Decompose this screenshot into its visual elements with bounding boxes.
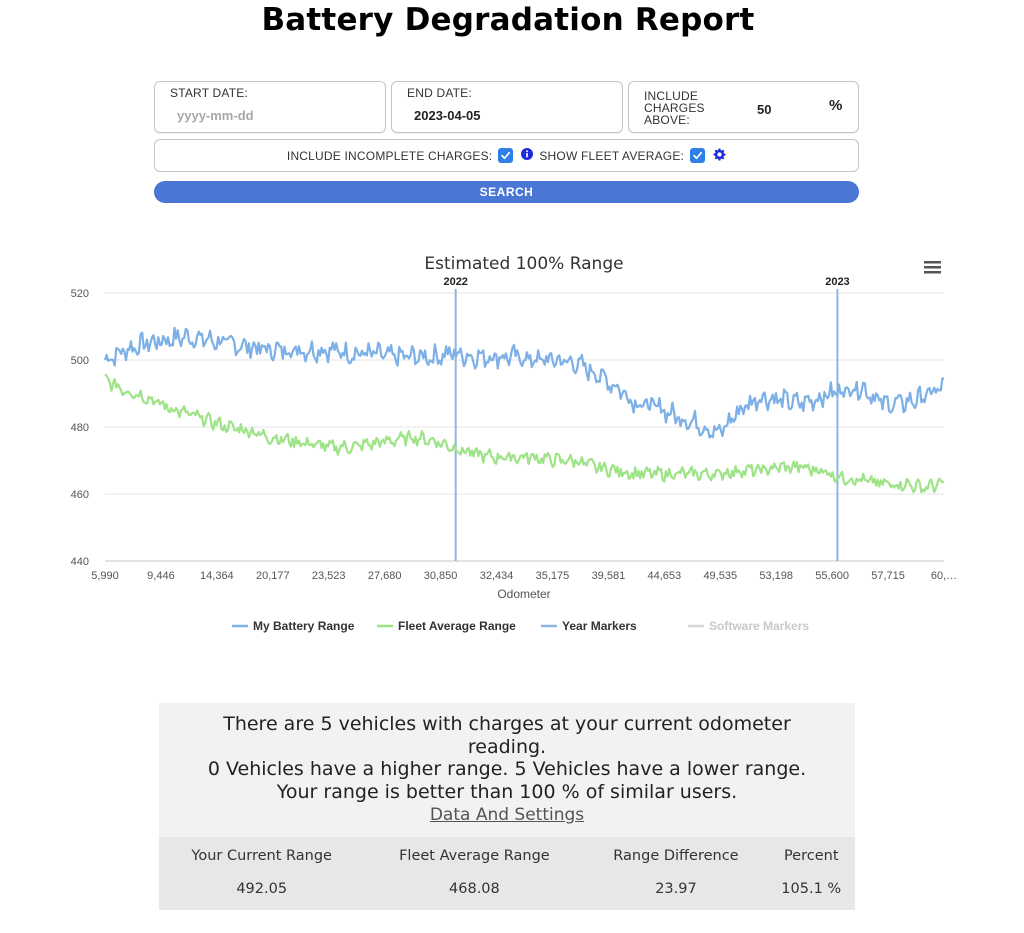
x-tick-label: 27,680 <box>368 570 402 582</box>
y-tick-label: 500 <box>71 355 89 367</box>
data-and-settings-link[interactable]: Data And Settings <box>429 805 585 825</box>
include-incomplete-label: INCLUDE INCOMPLETE CHARGES: <box>286 148 493 163</box>
range-stats-table: Your Current Range Fleet Average Range R… <box>159 837 855 910</box>
percent-unit: % <box>829 97 843 114</box>
x-tick-label: 39,581 <box>592 570 626 582</box>
end-date-input[interactable] <box>414 105 604 125</box>
x-tick-label: 49,535 <box>703 570 737 582</box>
charges-above-box: INCLUDE CHARGES ABOVE: % <box>628 81 859 133</box>
value-percent: 105.1 % <box>781 880 842 897</box>
table-header-row: Your Current Range Fleet Average Range R… <box>159 837 855 871</box>
end-date-box: END DATE: <box>391 81 623 133</box>
charges-above-label-3: ABOVE: <box>644 113 690 127</box>
x-tick-label: 23,523 <box>312 570 346 582</box>
x-tick-label: 53,198 <box>759 570 793 582</box>
gear-icon[interactable] <box>713 148 726 161</box>
chart-menu-icon[interactable] <box>924 261 941 274</box>
y-tick-label: 480 <box>71 422 89 434</box>
y-tick-label: 440 <box>71 556 89 568</box>
x-tick-label: 9,446 <box>147 570 175 582</box>
charges-above-label-1: INCLUDE <box>644 89 699 103</box>
series-line <box>104 373 945 494</box>
x-tick-label: 5,990 <box>91 570 119 582</box>
legend-item[interactable]: My Battery Range <box>253 619 355 633</box>
year-marker-label: 2023 <box>825 276 849 288</box>
summary-line-4: Your range is better than 100 % of simil… <box>276 780 738 803</box>
value-fleet-average-range: 468.08 <box>449 880 500 897</box>
x-tick-label: 32,434 <box>480 570 514 582</box>
start-date-input[interactable] <box>177 105 367 125</box>
end-date-label: END DATE: <box>407 86 472 100</box>
x-tick-label: 35,175 <box>536 570 570 582</box>
summary-line-2: reading. <box>467 735 547 758</box>
value-your-current-range: 492.05 <box>236 880 288 897</box>
legend-item[interactable]: Year Markers <box>562 619 637 633</box>
summary-line-3: 0 Vehicles have a higher range. 5 Vehicl… <box>207 758 807 780</box>
header-range-difference: Range Difference <box>613 848 739 864</box>
legend-item[interactable]: Software Markers <box>709 619 809 633</box>
header-fleet-average-range: Fleet Average Range <box>399 848 550 864</box>
include-incomplete-checkbox[interactable] <box>498 148 514 163</box>
value-range-difference: 23.97 <box>655 880 697 897</box>
year-marker-label: 2022 <box>443 276 467 288</box>
x-tick-label: 44,653 <box>648 570 682 582</box>
start-date-label: START DATE: <box>170 86 248 100</box>
page-title: Battery Degradation Report <box>261 2 755 38</box>
x-tick-label: 20,177 <box>256 570 290 582</box>
x-tick-label: 55,600 <box>815 570 849 582</box>
range-chart: Estimated 100% Range 440 460 480 500 520 5,9… <box>71 254 958 633</box>
options-row: INCLUDE INCOMPLETE CHARGES: SHOW FLEET A… <box>154 139 859 172</box>
show-fleet-average-label: SHOW FLEET AVERAGE: <box>539 148 685 163</box>
x-tick-label: 60,… <box>931 570 957 582</box>
charges-above-input[interactable] <box>757 99 817 119</box>
x-tick-label: 30,850 <box>424 570 458 582</box>
table-row: 492.05 468.08 23.97 105.1 % <box>159 871 855 910</box>
y-tick-label: 520 <box>71 288 89 300</box>
show-fleet-average-checkbox[interactable] <box>690 148 706 163</box>
y-tick-label: 460 <box>71 489 89 501</box>
x-tick-label: 57,715 <box>871 570 905 582</box>
header-percent: Percent <box>783 848 839 864</box>
chart-title: Estimated 100% Range <box>424 254 623 274</box>
summary-panel: There are 5 vehicles with charges at you… <box>159 703 855 837</box>
header-your-current-range: Your Current Range <box>191 848 332 864</box>
charges-above-label-2: CHARGES <box>644 101 705 115</box>
info-icon[interactable] <box>521 147 534 160</box>
summary-line-1: There are 5 vehicles with charges at you… <box>223 713 791 735</box>
x-tick-label: 14,364 <box>200 570 234 582</box>
legend-item[interactable]: Fleet Average Range <box>398 619 516 633</box>
x-axis-title: Odometer <box>497 587 550 601</box>
start-date-box: START DATE: <box>154 81 386 133</box>
series-line <box>103 326 945 439</box>
search-button[interactable]: SEARCH <box>154 181 859 203</box>
